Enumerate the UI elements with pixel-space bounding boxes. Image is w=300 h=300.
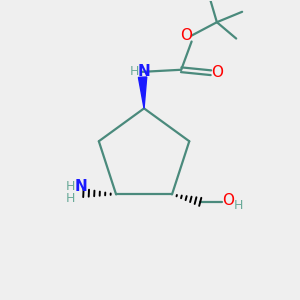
Text: H: H bbox=[66, 180, 76, 193]
Text: O: O bbox=[180, 28, 192, 43]
Text: O: O bbox=[212, 65, 224, 80]
Text: O: O bbox=[222, 193, 234, 208]
Text: H: H bbox=[233, 199, 243, 212]
Text: N: N bbox=[75, 179, 87, 194]
Text: H: H bbox=[130, 65, 139, 78]
Text: H: H bbox=[66, 192, 76, 205]
Text: N: N bbox=[138, 64, 150, 79]
Polygon shape bbox=[138, 77, 147, 108]
